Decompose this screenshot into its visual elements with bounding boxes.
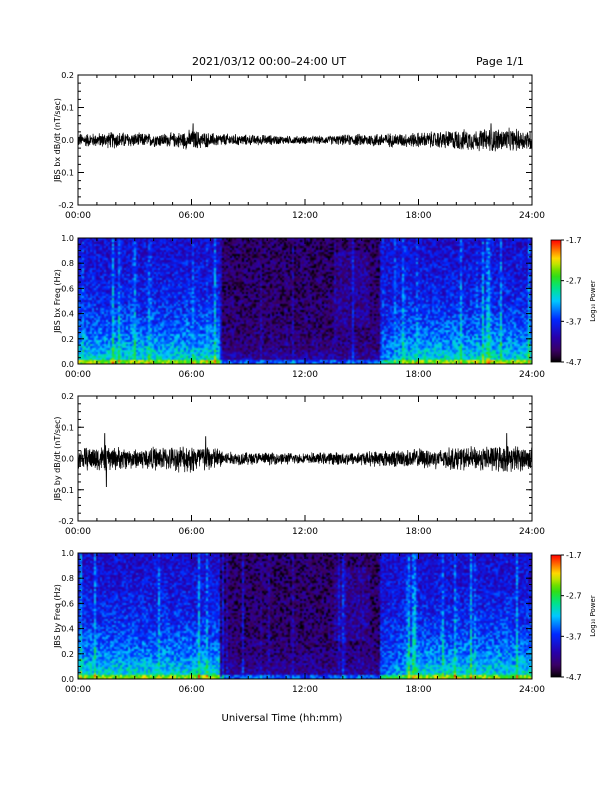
x-tick-label: 12:00 — [292, 211, 318, 221]
x-tick-label: 12:00 — [292, 685, 318, 695]
y-tick-label: -0.1 — [58, 169, 74, 178]
colorbar — [550, 239, 562, 363]
dbdt-trace — [77, 123, 533, 152]
y-tick-label: -0.2 — [58, 201, 74, 210]
x-tick-label: 06:00 — [179, 685, 205, 695]
y-tick-label: 0.0 — [61, 360, 74, 369]
y-tick-label: -0.1 — [58, 486, 74, 495]
colorbar-tick-label: -1.7 — [566, 551, 582, 560]
y-tick-label: 0.0 — [61, 136, 74, 145]
y-axis-label: JBS bx dB/dt (nT/sec) — [53, 98, 62, 183]
colorbar-tick-label: -4.7 — [566, 673, 582, 682]
x-tick-label: 00:00 — [65, 685, 91, 695]
colorbar-label: Log₁₀ Power — [589, 280, 597, 322]
x-tick-label: 06:00 — [179, 211, 205, 221]
x-tick-label: 18:00 — [406, 370, 432, 380]
y-tick-label: 0.1 — [61, 423, 74, 432]
y-tick-label: 0.2 — [61, 71, 74, 80]
x-tick-label: 24:00 — [519, 527, 545, 537]
x-tick-label: 00:00 — [65, 211, 91, 221]
y-axis-label: JBS bx Freq (Hz) — [53, 269, 62, 334]
y-tick-label: 0.2 — [61, 392, 74, 401]
dbdt-panel-0: 0.2 0.1 0.0 -0.1 -0.200:00 06:00 12:00 18:00 24:… — [53, 71, 545, 221]
y-tick-label: 0.4 — [61, 310, 74, 319]
x-tick-label: 12:00 — [292, 370, 318, 380]
colorbar-tick-label: -2.7 — [566, 592, 582, 601]
y-tick-label: 0.6 — [61, 599, 74, 608]
colorbar-tick-label: -3.7 — [566, 632, 582, 641]
x-axis-label: Universal Time (hh:mm) — [222, 713, 343, 724]
spectrogram-image — [78, 238, 532, 364]
colorbar — [550, 554, 562, 678]
dbdt-panel-2: 0.2 0.1 0.0 -0.1 -0.200:00 06:00 12:00 18:00 24:… — [53, 392, 545, 537]
x-tick-label: 18:00 — [406, 527, 432, 537]
colorbar-tick-label: -2.7 — [566, 277, 582, 286]
x-tick-label: 00:00 — [65, 370, 91, 380]
x-tick-label: 18:00 — [406, 211, 432, 221]
y-tick-label: 1.0 — [61, 234, 74, 243]
y-tick-label: 0.0 — [61, 675, 74, 684]
x-tick-label: 24:00 — [519, 211, 545, 221]
y-tick-label: 0.8 — [61, 574, 74, 583]
y-axis-label: JBS by dB/dt (nT/sec) — [53, 416, 62, 501]
x-tick-label: 24:00 — [519, 685, 545, 695]
spectrogram-image — [78, 553, 532, 679]
y-tick-label: 0.8 — [61, 259, 74, 268]
dbdt-trace — [77, 433, 533, 487]
colorbar-label: Log₁₀ Power — [589, 595, 597, 637]
chart-title: 2021/03/12 00:00–24:00 UT — [192, 55, 347, 68]
y-axis-label: JBS by Freq (Hz) — [53, 584, 62, 649]
y-tick-label: 0.6 — [61, 284, 74, 293]
page-indicator: Page 1/1 — [476, 55, 524, 68]
colorbar-tick-label: -3.7 — [566, 317, 582, 326]
x-tick-label: 00:00 — [65, 527, 91, 537]
x-tick-label: 06:00 — [179, 370, 205, 380]
y-tick-label: 0.2 — [61, 650, 74, 659]
spectrogram-panel-1: 1.0 0.8 0.6 0.4 0.2 0.000:00 06:00 12:00 18:00 24… — [53, 234, 597, 380]
y-tick-label: 0.1 — [61, 104, 74, 113]
y-tick-label: 1.0 — [61, 549, 74, 558]
y-tick-label: 0.2 — [61, 335, 74, 344]
x-tick-label: 06:00 — [179, 527, 205, 537]
colorbar-tick-label: -1.7 — [566, 236, 582, 245]
x-tick-label: 12:00 — [292, 527, 318, 537]
spectrogram-panel-3: 1.0 0.8 0.6 0.4 0.2 0.000:00 06:00 12:00 18:00 24… — [53, 549, 597, 695]
x-tick-label: 24:00 — [519, 370, 545, 380]
y-tick-label: 0.4 — [61, 625, 74, 634]
x-tick-label: 18:00 — [406, 685, 432, 695]
y-tick-label: -0.2 — [58, 517, 74, 526]
colorbar-tick-label: -4.7 — [566, 358, 582, 367]
y-tick-label: 0.0 — [61, 455, 74, 464]
